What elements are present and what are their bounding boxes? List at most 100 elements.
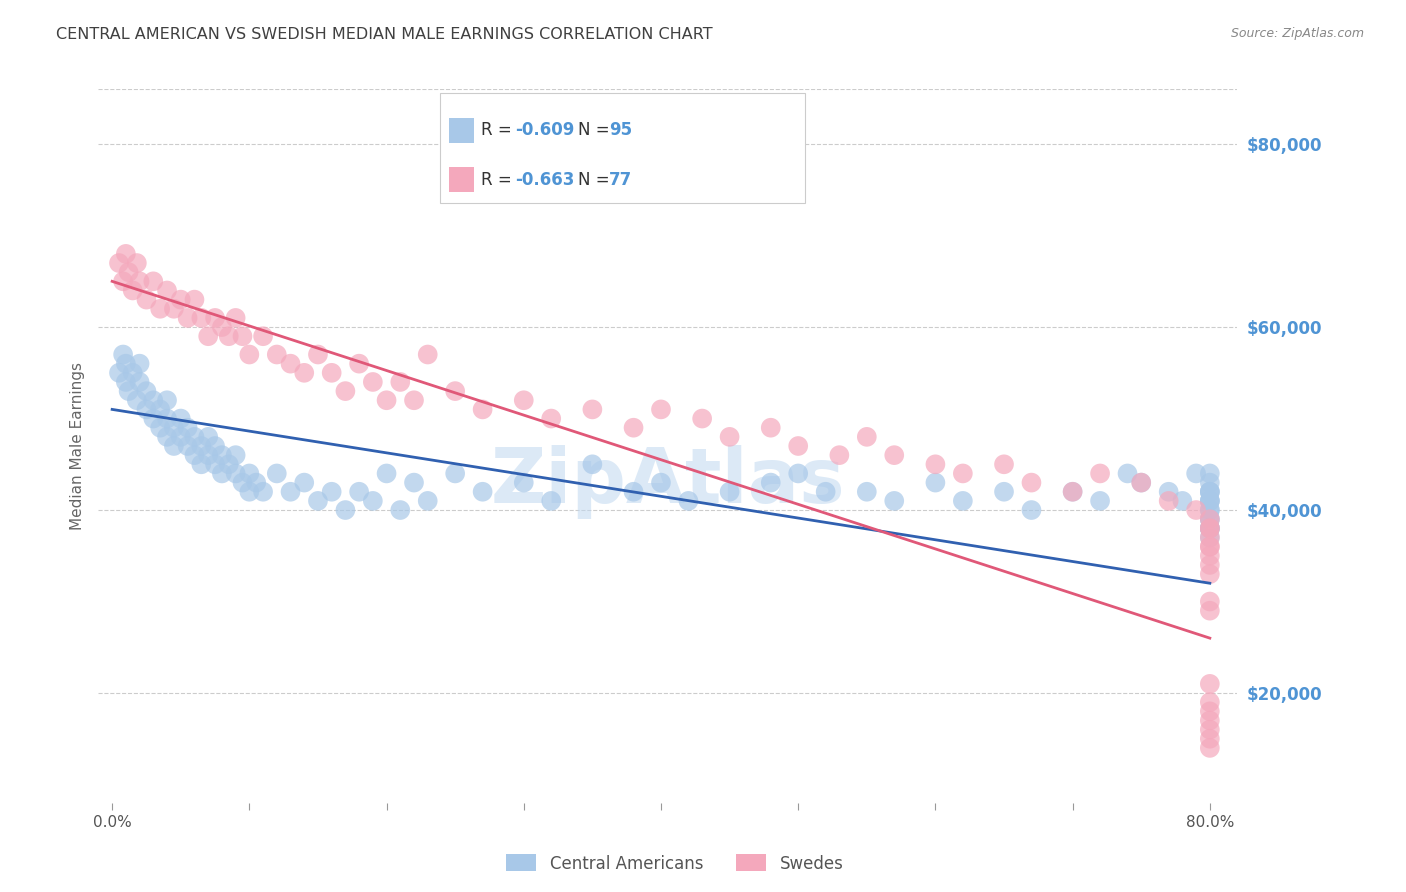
Point <box>1198 521 1220 535</box>
Point <box>211 320 233 334</box>
Point <box>1198 531 1220 545</box>
Text: N =: N = <box>578 121 614 139</box>
Point <box>581 402 603 417</box>
Point <box>1198 494 1220 508</box>
Point <box>1185 467 1208 481</box>
Point <box>1198 531 1220 545</box>
Point <box>375 467 398 481</box>
Point <box>1198 704 1220 718</box>
Point <box>993 458 1015 472</box>
Point <box>883 494 905 508</box>
Point <box>1198 521 1220 535</box>
Point <box>117 384 139 398</box>
Point <box>252 329 274 343</box>
Point <box>952 494 974 508</box>
Point <box>163 420 186 434</box>
Point <box>108 256 131 270</box>
Point <box>416 347 439 361</box>
Point <box>787 439 810 453</box>
Text: CENTRAL AMERICAN VS SWEDISH MEDIAN MALE EARNINGS CORRELATION CHART: CENTRAL AMERICAN VS SWEDISH MEDIAN MALE … <box>56 27 713 42</box>
Point <box>444 384 467 398</box>
Point <box>121 284 143 298</box>
Point <box>170 411 193 425</box>
Point <box>471 484 494 499</box>
Point <box>156 430 179 444</box>
Point <box>211 448 233 462</box>
Point <box>149 402 172 417</box>
Point <box>115 375 138 389</box>
Point <box>108 366 131 380</box>
Point <box>142 411 165 425</box>
Text: ZipAtlas: ZipAtlas <box>491 445 845 518</box>
Text: 77: 77 <box>609 171 631 189</box>
Point <box>347 357 370 371</box>
Point <box>335 503 357 517</box>
Point <box>993 484 1015 499</box>
Point <box>204 310 226 325</box>
Point <box>1198 723 1220 737</box>
Point <box>361 375 384 389</box>
Point <box>225 467 247 481</box>
Text: -0.663: -0.663 <box>515 171 575 189</box>
Point <box>678 494 700 508</box>
Point <box>1198 521 1220 535</box>
Point <box>218 329 240 343</box>
Point <box>1198 594 1220 608</box>
Point <box>1198 540 1220 554</box>
Point <box>142 393 165 408</box>
Point <box>190 439 212 453</box>
Point <box>156 393 179 408</box>
Point <box>389 375 412 389</box>
Point <box>540 494 562 508</box>
Point <box>361 494 384 508</box>
Point <box>170 430 193 444</box>
Point <box>135 293 157 307</box>
Point <box>115 357 138 371</box>
Point <box>266 467 288 481</box>
Point <box>1198 484 1220 499</box>
Point <box>1116 467 1139 481</box>
Point <box>128 375 150 389</box>
Point <box>307 347 329 361</box>
Point <box>156 411 179 425</box>
Point <box>128 357 150 371</box>
Point <box>924 458 946 472</box>
Point <box>375 393 398 408</box>
Point <box>581 458 603 472</box>
Point <box>1157 494 1180 508</box>
Point <box>128 274 150 288</box>
Point <box>828 448 851 462</box>
Point <box>197 329 219 343</box>
Point <box>389 503 412 517</box>
Point <box>1198 677 1220 691</box>
Point <box>623 420 645 434</box>
Point <box>225 448 247 462</box>
Point <box>125 393 148 408</box>
Point <box>540 411 562 425</box>
Point <box>402 475 425 490</box>
Point <box>321 366 343 380</box>
Text: 95: 95 <box>609 121 631 139</box>
Point <box>1157 484 1180 499</box>
Text: R =: R = <box>481 121 517 139</box>
Text: Source: ZipAtlas.com: Source: ZipAtlas.com <box>1230 27 1364 40</box>
Point <box>1198 494 1220 508</box>
Point <box>121 366 143 380</box>
Point <box>307 494 329 508</box>
Point <box>690 411 713 425</box>
Point <box>1198 558 1220 572</box>
Point <box>183 430 205 444</box>
Point <box>1171 494 1194 508</box>
Point <box>814 484 837 499</box>
Legend: Central Americans, Swedes: Central Americans, Swedes <box>499 847 851 880</box>
Point <box>156 284 179 298</box>
Point <box>402 393 425 408</box>
Point <box>335 384 357 398</box>
Point <box>211 467 233 481</box>
Point <box>1021 503 1043 517</box>
Point <box>1062 484 1084 499</box>
Point <box>1130 475 1153 490</box>
Point <box>176 420 198 434</box>
Point <box>197 448 219 462</box>
Point <box>292 366 315 380</box>
